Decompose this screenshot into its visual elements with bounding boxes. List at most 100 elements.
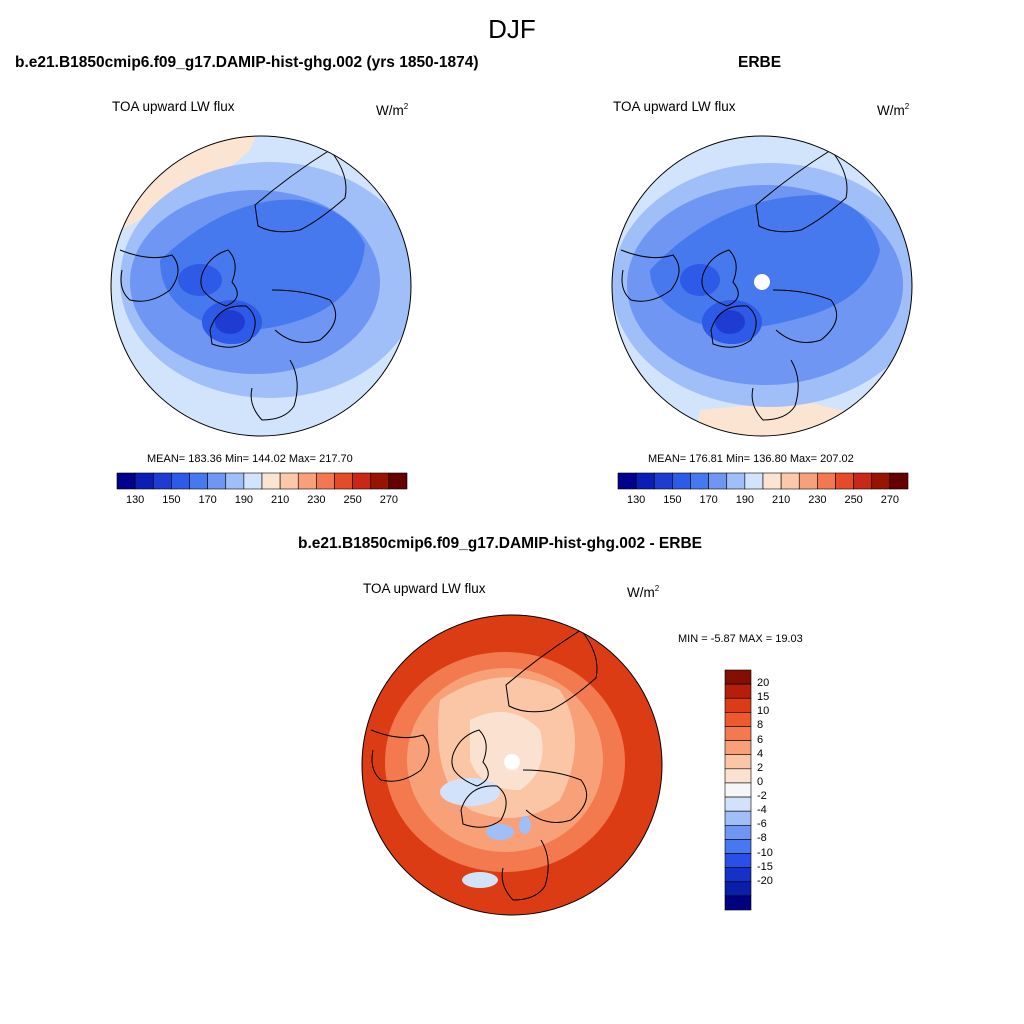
obs-colorbar-tick-label: 210	[771, 494, 791, 506]
obs-colorbar-box	[744, 472, 764, 490]
figure-title: DJF	[488, 14, 536, 44]
obs-colorbar-box	[853, 472, 873, 490]
model-colorbar-tick-label: 270	[379, 494, 399, 506]
diff-colorbar-tick-label: -20	[757, 874, 773, 887]
obs-colorbar-box	[871, 472, 891, 490]
model-colorbar-box	[171, 472, 190, 490]
diff-colorbar-tick-label: 0	[757, 775, 764, 788]
diff-colorbar-tick-label: 4	[757, 747, 764, 760]
diff-colorbar-tick-label: -2	[757, 790, 767, 803]
model-colorbar-tick-label: 230	[307, 494, 326, 506]
diff-colorbar-tick-label: -8	[757, 832, 767, 845]
model-colorbar-tick-label: 170	[198, 494, 217, 506]
diff-colorbar-labels: 20 15 10 8 6 4 2 0 -2 -4 -6 -8 -10 -15 -20	[757, 670, 797, 910]
obs-colorbar-box	[690, 472, 709, 490]
model-stats: MEAN= 183.36 Min= 144.02 Max= 217.70	[147, 453, 353, 465]
diff-coastlines	[370, 629, 598, 901]
diff-panel-title: b.e21.B1850cmip6.f09_g17.DAMIP-hist-ghg.…	[298, 535, 702, 552]
obs-colorbar-tick-label: 190	[735, 494, 755, 506]
diff-colorbar-tick-label: -10	[757, 846, 773, 859]
model-colorbar-box	[134, 472, 154, 490]
diff-colorbar-box	[724, 796, 752, 812]
model-units-label: W/m2	[376, 102, 409, 118]
model-map-border	[110, 135, 412, 437]
diff-colorbar-tick-label: 6	[757, 733, 764, 746]
diff-colorbar-tick-label: 20	[757, 677, 770, 690]
obs-colorbar-tick-label: 170	[699, 494, 718, 506]
diff-map-border	[361, 614, 663, 916]
obs-variable-label: TOA upward LW flux	[613, 99, 736, 114]
model-colorbar-box	[261, 472, 281, 490]
model-variable-label: TOA upward LW flux	[112, 99, 235, 114]
diff-colorbar-box	[724, 740, 752, 756]
obs-map-border	[611, 135, 913, 437]
diff-variable-label: TOA upward LW flux	[363, 581, 486, 596]
diff-colorbar-box	[724, 895, 752, 911]
model-colorbar-box	[316, 472, 335, 490]
diff-colorbar-box	[724, 669, 752, 685]
obs-colorbar-box	[762, 472, 782, 490]
diff-units-label: W/m2	[627, 584, 660, 600]
model-colorbar-box	[243, 472, 263, 490]
diff-colorbar-tick-label: 2	[757, 761, 764, 774]
model-colorbar-box	[116, 472, 136, 490]
diff-colorbar-tick-label: -15	[757, 860, 773, 873]
diff-colorbar-box	[724, 697, 752, 713]
model-colorbar-box	[370, 472, 390, 490]
model-colorbar-box	[225, 472, 245, 490]
obs-coastlines	[620, 149, 848, 421]
obs-colorbar-box	[726, 472, 746, 490]
model-colorbar-box	[189, 472, 208, 490]
obs-colorbar-box	[635, 472, 655, 490]
obs-pole-missing-data	[754, 274, 770, 290]
diff-pole-missing-data	[504, 754, 520, 770]
diff-colorbar-box	[724, 726, 752, 741]
diff-colorbar-tick-label: 10	[757, 705, 770, 718]
model-colorbar-tick-label: 210	[270, 494, 290, 506]
diff-colorbar-box	[724, 853, 752, 868]
obs-colorbar-box	[889, 472, 909, 490]
model-colorbar-tick-label: 190	[234, 494, 254, 506]
obs-colorbar-tick-label: 270	[880, 494, 900, 506]
diff-colorbar-box	[724, 754, 752, 770]
diff-colorbar-tick-label: -6	[757, 818, 767, 831]
model-colorbar-box	[207, 472, 227, 490]
model-colorbar-box	[334, 472, 353, 490]
diff-colorbar-box	[724, 824, 752, 840]
obs-colorbar-tick-label: 250	[844, 494, 863, 506]
model-colorbar-box	[352, 472, 372, 490]
obs-colorbar-box	[817, 472, 836, 490]
obs-colorbar-box	[798, 472, 818, 490]
obs-stats: MEAN= 176.81 Min= 136.80 Max= 207.02	[648, 453, 854, 465]
diff-stats: MIN = -5.87 MAX = 19.03	[678, 633, 803, 645]
model-colorbar-box	[152, 472, 172, 490]
obs-colorbar-labels: 130 150 170 190 210 230 250 270	[618, 494, 908, 508]
diff-colorbar-tick-label: 15	[757, 691, 770, 704]
model-colorbar-box	[388, 472, 408, 490]
diff-colorbar-box	[724, 768, 752, 784]
obs-colorbar-box	[653, 472, 673, 490]
obs-colorbar-box	[672, 472, 691, 490]
diff-colorbar	[724, 669, 752, 911]
model-colorbar-labels: 130 150 170 190 210 230 250 270	[117, 494, 407, 508]
obs-units-label: W/m2	[877, 102, 910, 118]
model-colorbar-box	[297, 472, 317, 490]
diff-colorbar-box	[724, 810, 752, 826]
diff-colorbar-box	[724, 881, 752, 897]
diff-colorbar-box	[724, 867, 752, 883]
model-colorbar-tick-label: 250	[343, 494, 362, 506]
obs-colorbar-tick-label: 130	[626, 494, 646, 506]
obs-colorbar-box	[708, 472, 728, 490]
model-colorbar-box	[279, 472, 299, 490]
diff-colorbar-box	[724, 782, 752, 798]
model-colorbar-tick-label: 150	[162, 494, 181, 506]
obs-colorbar-box	[835, 472, 854, 490]
model-colorbar	[116, 472, 408, 490]
diff-colorbar-tick-label: 8	[757, 719, 764, 732]
diff-colorbar-box	[724, 683, 752, 699]
model-panel-title: b.e21.B1850cmip6.f09_g17.DAMIP-hist-ghg.…	[15, 54, 479, 71]
obs-colorbar	[617, 472, 909, 490]
